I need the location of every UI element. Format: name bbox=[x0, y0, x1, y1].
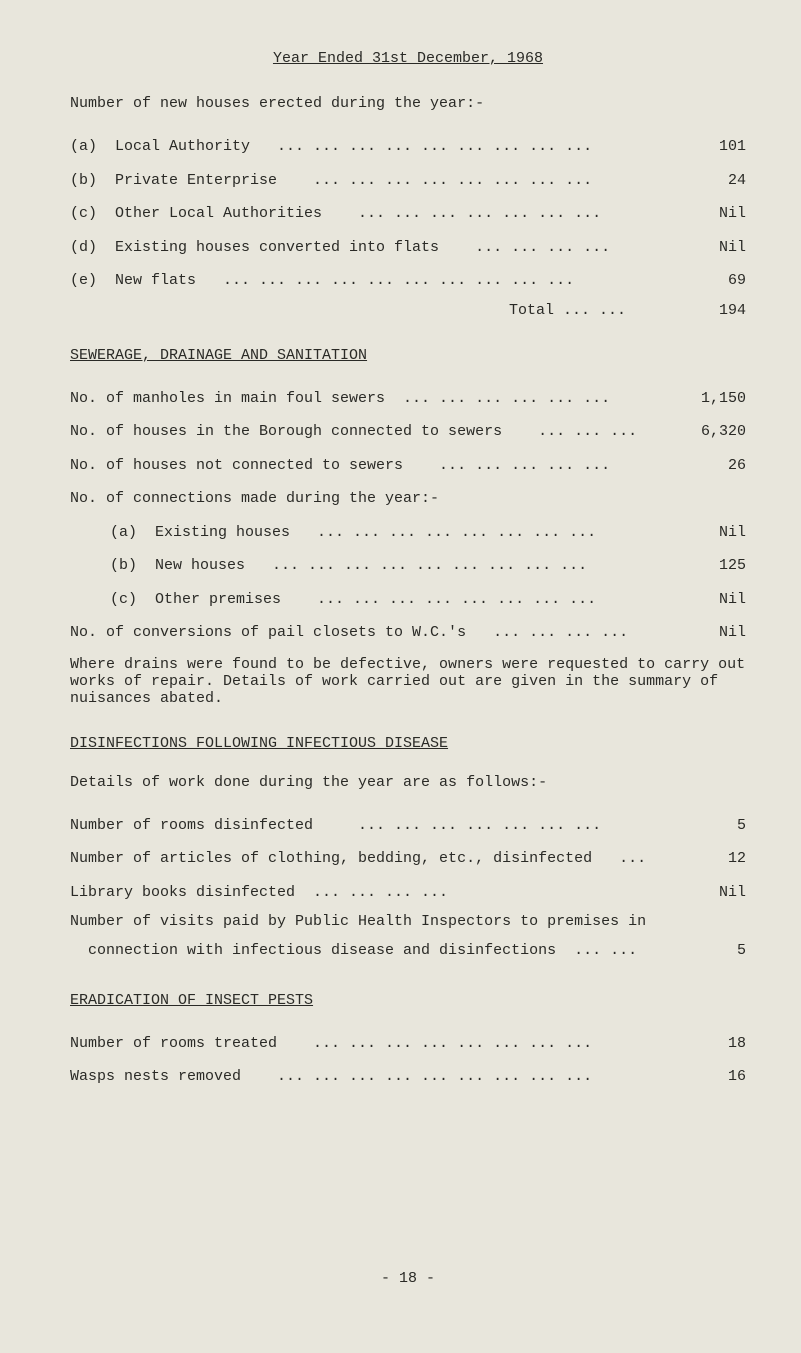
total-value: 194 bbox=[686, 302, 746, 319]
disinfections-row-3: Library books disinfected ... ... ... ..… bbox=[70, 880, 746, 906]
row-label: No. of houses not connected to sewers ..… bbox=[70, 453, 610, 479]
row-value: Nil bbox=[686, 201, 746, 227]
disinfections-intro: Details of work done during the year are… bbox=[70, 774, 746, 791]
houses-total-row: Total ... ... 194 bbox=[70, 302, 746, 319]
row-label: No. of manholes in main foul sewers ... … bbox=[70, 386, 610, 412]
row-label: connection with infectious disease and d… bbox=[70, 938, 637, 964]
sewerage-conversions-row: No. of conversions of pail closets to W.… bbox=[70, 620, 746, 646]
houses-row-c: (c) Other Local Authorities ... ... ... … bbox=[70, 201, 746, 227]
disinfections-row-4: connection with infectious disease and d… bbox=[70, 938, 746, 964]
sewerage-row-4: No. of connections made during the year:… bbox=[70, 486, 746, 512]
total-label: Total ... ... bbox=[509, 302, 626, 319]
sewerage-sub-c: (c) Other premises ... ... ... ... ... .… bbox=[110, 587, 746, 613]
sewerage-heading: SEWERAGE, DRAINAGE AND SANITATION bbox=[70, 347, 746, 364]
document-page: Year Ended 31st December, 1968 Number of… bbox=[0, 0, 801, 1327]
row-value: 101 bbox=[686, 134, 746, 160]
drains-paragraph: Where drains were found to be defective,… bbox=[70, 656, 746, 707]
eradication-row-1: Number of rooms treated ... ... ... ... … bbox=[70, 1031, 746, 1057]
row-label: Number of rooms disinfected ... ... ... … bbox=[70, 813, 601, 839]
row-label: Library books disinfected ... ... ... ..… bbox=[70, 880, 457, 906]
row-value: 125 bbox=[686, 553, 746, 579]
row-value: 69 bbox=[686, 268, 746, 294]
row-label: (e) New flats ... ... ... ... ... ... ..… bbox=[70, 268, 574, 294]
row-label: (c) Other Local Authorities ... ... ... … bbox=[70, 201, 601, 227]
sewerage-row-3: No. of houses not connected to sewers ..… bbox=[70, 453, 746, 479]
row-value: 12 bbox=[686, 846, 746, 872]
sewerage-sub-b: (b) New houses ... ... ... ... ... ... .… bbox=[110, 553, 746, 579]
houses-row-b: (b) Private Enterprise ... ... ... ... .… bbox=[70, 168, 746, 194]
row-value: 1,150 bbox=[686, 386, 746, 412]
row-value: 26 bbox=[686, 453, 746, 479]
row-label: (b) New houses ... ... ... ... ... ... .… bbox=[110, 553, 587, 579]
sewerage-sub-a: (a) Existing houses ... ... ... ... ... … bbox=[110, 520, 746, 546]
page-title: Year Ended 31st December, 1968 bbox=[70, 50, 746, 67]
row-label: (a) Local Authority ... ... ... ... ... … bbox=[70, 134, 592, 160]
row-value: Nil bbox=[686, 880, 746, 906]
row-label: No. of conversions of pail closets to W.… bbox=[70, 620, 628, 646]
disinfections-heading: DISINFECTIONS FOLLOWING INFECTIOUS DISEA… bbox=[70, 735, 746, 752]
row-value: 5 bbox=[686, 813, 746, 839]
sewerage-sub-list: (a) Existing houses ... ... ... ... ... … bbox=[70, 520, 746, 613]
row-label: Number of rooms treated ... ... ... ... … bbox=[70, 1031, 592, 1057]
row-label: (a) Existing houses ... ... ... ... ... … bbox=[110, 520, 596, 546]
disinfections-row-2: Number of articles of clothing, bedding,… bbox=[70, 846, 746, 872]
row-value: Nil bbox=[686, 520, 746, 546]
eradication-heading: ERADICATION OF INSECT PESTS bbox=[70, 992, 746, 1009]
row-value: Nil bbox=[686, 620, 746, 646]
row-value: 18 bbox=[686, 1031, 746, 1057]
houses-row-d: (d) Existing houses converted into flats… bbox=[70, 235, 746, 261]
row-label: No. of houses in the Borough connected t… bbox=[70, 419, 637, 445]
row-value: 16 bbox=[686, 1064, 746, 1090]
row-label: (c) Other premises ... ... ... ... ... .… bbox=[110, 587, 596, 613]
page-number: - 18 - bbox=[70, 1270, 746, 1287]
row-value: 6,320 bbox=[686, 419, 746, 445]
houses-heading: Number of new houses erected during the … bbox=[70, 95, 746, 112]
row-value: Nil bbox=[686, 587, 746, 613]
sewerage-row-2: No. of houses in the Borough connected t… bbox=[70, 419, 746, 445]
row-label: No. of connections made during the year:… bbox=[70, 486, 439, 512]
houses-row-a: (a) Local Authority ... ... ... ... ... … bbox=[70, 134, 746, 160]
row-value: 5 bbox=[686, 938, 746, 964]
row-value: 24 bbox=[686, 168, 746, 194]
row-label: (b) Private Enterprise ... ... ... ... .… bbox=[70, 168, 592, 194]
row-label: Number of articles of clothing, bedding,… bbox=[70, 846, 646, 872]
row-label: Wasps nests removed ... ... ... ... ... … bbox=[70, 1064, 592, 1090]
row-label: (d) Existing houses converted into flats… bbox=[70, 235, 610, 261]
disinfections-row-1: Number of rooms disinfected ... ... ... … bbox=[70, 813, 746, 839]
disinfections-row-4a: Number of visits paid by Public Health I… bbox=[70, 913, 746, 930]
houses-row-e: (e) New flats ... ... ... ... ... ... ..… bbox=[70, 268, 746, 294]
row-value: Nil bbox=[686, 235, 746, 261]
eradication-row-2: Wasps nests removed ... ... ... ... ... … bbox=[70, 1064, 746, 1090]
sewerage-row-1: No. of manholes in main foul sewers ... … bbox=[70, 386, 746, 412]
